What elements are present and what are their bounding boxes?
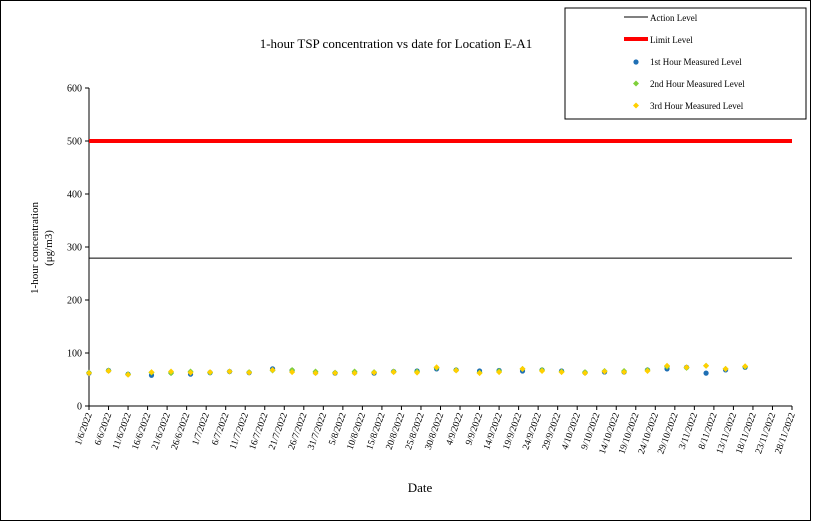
legend-box [564, 7, 807, 120]
x-tick-label: 16/7/2022 [248, 411, 271, 451]
point-3rd-hour [539, 368, 546, 375]
x-tick-label: 10/8/2022 [346, 411, 369, 451]
point-3rd-hour [476, 370, 483, 377]
x-tick-label: 6/6/2022 [93, 411, 114, 446]
point-3rd-hour [742, 363, 749, 370]
x-tick-label: 1/6/2022 [74, 411, 95, 446]
x-tick-label: 8/11/2022 [697, 411, 720, 451]
x-tick-label: 29/10/2022 [656, 411, 680, 455]
x-tick-label: 9/9/2022 [464, 411, 485, 446]
point-3rd-hour [621, 369, 628, 376]
x-tick-label: 31/7/2022 [307, 411, 330, 451]
x-tick-label: 24/9/2022 [521, 411, 544, 451]
x-tick-label: 21/6/2022 [150, 411, 173, 451]
point-3rd-hour [644, 368, 651, 375]
point-3rd-hour [351, 370, 358, 377]
point-3rd-hour [86, 370, 92, 377]
x-tick-label: 19/9/2022 [502, 411, 525, 451]
point-3rd-hour [105, 368, 112, 375]
point-3rd-hour [433, 364, 440, 371]
legend-1st-hour: 1st Hour Measured Level [650, 57, 742, 67]
x-tick-label: 26/6/2022 [170, 411, 193, 451]
y-axis-label: 1-hour concentration (μg/m3) [29, 202, 55, 294]
y-tick-label: 300 [67, 243, 82, 254]
x-tick-label: 9/10/2022 [580, 411, 603, 451]
y-axis-label-line1: 1-hour concentration [29, 202, 41, 294]
point-3rd-hour [289, 369, 296, 376]
point-3rd-hour [703, 362, 710, 369]
y-tick-label: 0 [77, 402, 82, 413]
point-3rd-hour [168, 368, 175, 375]
point-3rd-hour [332, 370, 339, 377]
legend-3rd-hour: 3rd Hour Measured Level [650, 101, 744, 111]
point-3rd-hour [312, 370, 319, 377]
point-3rd-hour [519, 365, 526, 372]
point-3rd-hour [148, 369, 155, 376]
legend-3rd-hour-marker [633, 102, 639, 109]
point-3rd-hour [187, 369, 194, 376]
x-axis-label: Date [408, 480, 433, 495]
legend-action-level: Action Level [650, 13, 698, 23]
y-tick-label: 400 [67, 190, 82, 201]
point-3rd-hour [453, 367, 460, 374]
y-tick-label: 600 [67, 84, 82, 95]
point-3rd-hour [683, 364, 690, 371]
point-3rd-hour [582, 370, 589, 377]
legend-limit-level: Limit Level [650, 35, 693, 45]
point-1st-hour [703, 370, 709, 376]
y-axis-label-line2: (μg/m3) [43, 230, 55, 266]
point-3rd-hour [414, 369, 421, 376]
x-tick-label: 11/7/2022 [229, 411, 252, 451]
x-tick-label: 3/11/2022 [678, 411, 701, 451]
point-3rd-hour [722, 365, 729, 372]
x-tick-label: 15/8/2022 [365, 411, 388, 451]
chart-title: 1-hour TSP concentration vs date for Loc… [260, 36, 533, 51]
x-tick-label: 14/9/2022 [482, 411, 505, 451]
point-3rd-hour [390, 369, 397, 376]
x-tick-label: 4/9/2022 [445, 411, 466, 446]
x-tick-label: 20/8/2022 [385, 411, 408, 451]
point-3rd-hour [125, 371, 132, 378]
point-3rd-hour [246, 369, 253, 376]
x-tick-label: 29/9/2022 [541, 411, 564, 451]
y-tick-label: 100 [67, 349, 82, 360]
reference-lines [89, 139, 792, 259]
point-3rd-hour [207, 369, 214, 376]
point-3rd-hour [226, 368, 233, 375]
legend-2nd-hour: 2nd Hour Measured Level [650, 79, 745, 89]
x-tick-label: 1/7/2022 [191, 411, 212, 446]
data-points [86, 362, 749, 378]
x-tick-label: 21/7/2022 [268, 411, 291, 451]
point-3rd-hour [371, 369, 378, 376]
legend: Action Level Limit Level 1st Hour Measur… [564, 7, 807, 120]
legend-2nd-hour-marker [633, 80, 639, 87]
point-3rd-hour [269, 366, 276, 373]
y-tick-label: 200 [67, 296, 82, 307]
x-tick-label: 5/8/2022 [328, 411, 349, 446]
point-3rd-hour [664, 362, 671, 369]
y-tick-label: 500 [67, 137, 82, 148]
point-3rd-hour [496, 369, 503, 376]
x-tick-label: 16/6/2022 [131, 411, 154, 451]
point-3rd-hour [558, 369, 565, 376]
legend-1st-hour-marker [633, 59, 639, 65]
x-tick-label: 26/7/2022 [287, 411, 310, 451]
x-tick-label: 25/8/2022 [404, 411, 427, 451]
x-tick-label: 30/8/2022 [424, 411, 447, 451]
x-tick-label: 28/11/2022 [774, 411, 798, 455]
x-tick-label: 6/7/2022 [211, 411, 232, 446]
x-tick-label: 4/10/2022 [560, 411, 583, 451]
point-3rd-hour [601, 368, 608, 375]
x-tick-label: 11/6/2022 [111, 411, 134, 451]
